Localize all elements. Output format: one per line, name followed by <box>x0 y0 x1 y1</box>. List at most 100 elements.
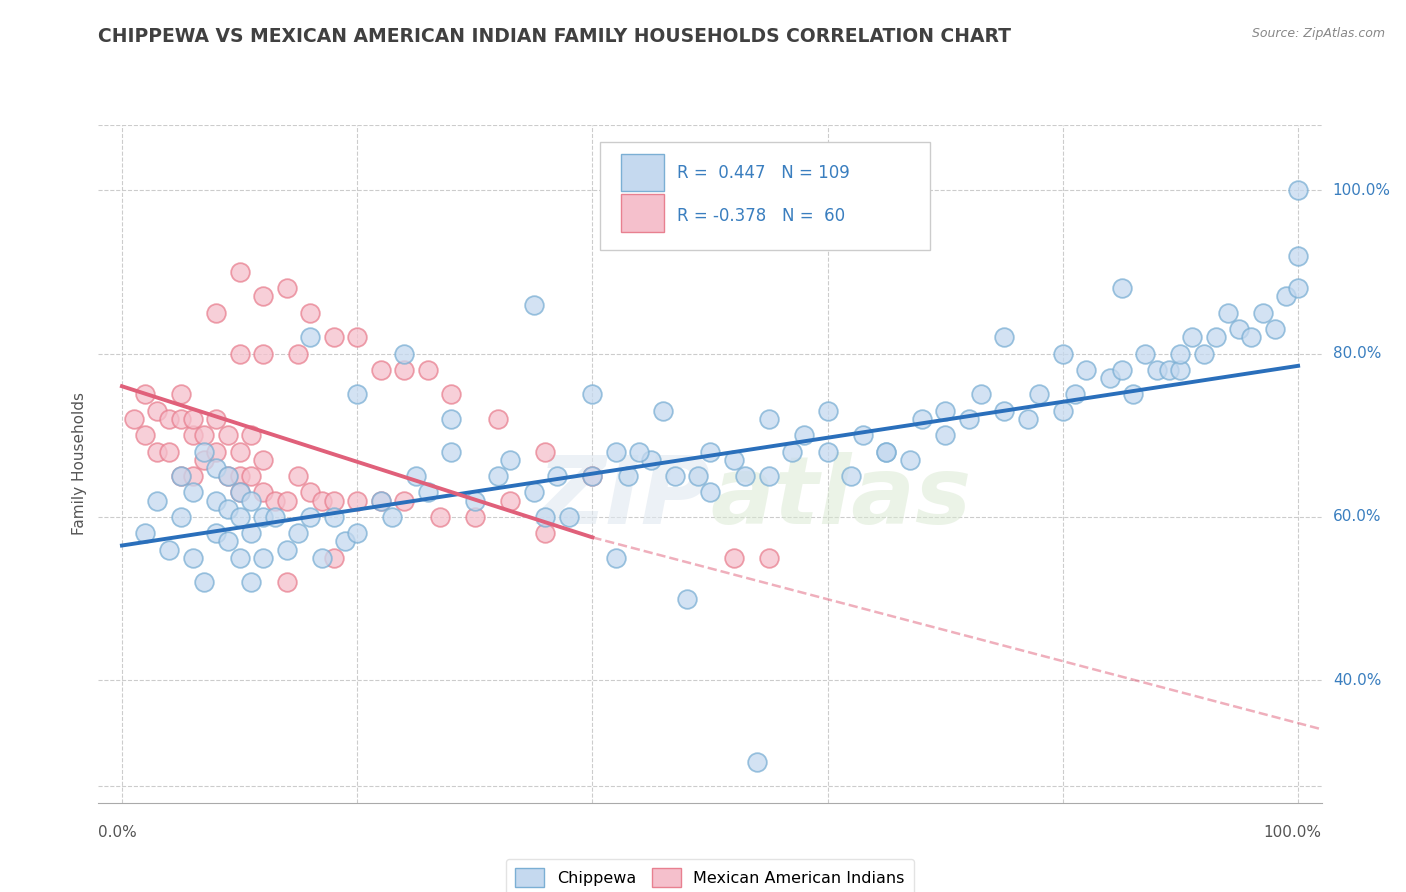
Point <box>170 387 193 401</box>
Point <box>1286 281 1309 295</box>
Point <box>734 469 756 483</box>
Point <box>181 485 204 500</box>
Point <box>957 412 980 426</box>
Point <box>993 330 1015 344</box>
Point <box>217 534 239 549</box>
Point <box>782 444 804 458</box>
Point <box>675 591 697 606</box>
Point <box>839 469 862 483</box>
Point <box>605 444 627 458</box>
Point <box>1028 387 1050 401</box>
Text: Source: ZipAtlas.com: Source: ZipAtlas.com <box>1251 27 1385 40</box>
Point <box>276 542 298 557</box>
Point <box>146 403 169 417</box>
Point <box>228 485 250 500</box>
Point <box>228 346 250 360</box>
Bar <box>620 153 664 191</box>
Point <box>581 469 603 483</box>
Point <box>723 452 745 467</box>
Point <box>217 469 239 483</box>
Text: R =  0.447   N = 109: R = 0.447 N = 109 <box>678 163 849 182</box>
Point <box>534 526 557 541</box>
Point <box>252 452 274 467</box>
Point <box>523 297 546 311</box>
Text: 60.0%: 60.0% <box>1333 509 1381 524</box>
Point <box>205 526 228 541</box>
Point <box>240 493 263 508</box>
Point <box>146 493 169 508</box>
Point <box>157 412 180 426</box>
Point <box>440 387 463 401</box>
Point <box>1122 387 1144 401</box>
Point <box>699 485 721 500</box>
Point <box>146 444 169 458</box>
Point <box>1286 183 1309 197</box>
Text: ZIP: ZIP <box>537 451 710 544</box>
Point <box>299 306 322 320</box>
Point <box>723 550 745 565</box>
Point <box>1240 330 1263 344</box>
Point <box>287 469 309 483</box>
Point <box>1135 346 1157 360</box>
Y-axis label: Family Households: Family Households <box>72 392 87 535</box>
Point <box>581 469 603 483</box>
Point <box>252 346 274 360</box>
Point <box>205 493 228 508</box>
Point <box>546 469 568 483</box>
Point <box>392 346 415 360</box>
Point <box>392 493 415 508</box>
Point <box>252 550 274 565</box>
Point <box>228 485 250 500</box>
Point <box>217 469 239 483</box>
Point <box>523 485 546 500</box>
Text: 0.0%: 0.0% <box>98 825 138 840</box>
Point <box>346 330 368 344</box>
Point <box>193 428 215 442</box>
Point <box>228 550 250 565</box>
Point <box>217 428 239 442</box>
Point <box>205 412 228 426</box>
Point <box>934 428 956 442</box>
Text: R = -0.378   N =  60: R = -0.378 N = 60 <box>678 208 845 226</box>
Point <box>1264 322 1286 336</box>
Point <box>464 493 486 508</box>
Bar <box>620 194 664 232</box>
Point <box>287 526 309 541</box>
Point <box>405 469 427 483</box>
Text: 40.0%: 40.0% <box>1333 673 1381 688</box>
Point <box>370 363 392 377</box>
Point <box>346 387 368 401</box>
Point <box>429 510 451 524</box>
Point <box>205 444 228 458</box>
Point <box>758 469 780 483</box>
Point <box>1111 281 1133 295</box>
Point <box>745 755 768 769</box>
Point <box>817 444 839 458</box>
Text: 100.0%: 100.0% <box>1264 825 1322 840</box>
Point <box>581 387 603 401</box>
Point <box>1192 346 1215 360</box>
Point <box>1227 322 1250 336</box>
Point <box>875 444 897 458</box>
Point <box>287 346 309 360</box>
Point <box>416 485 439 500</box>
Point <box>240 575 263 590</box>
Point <box>205 461 228 475</box>
Point <box>664 469 686 483</box>
Point <box>181 428 204 442</box>
Point <box>240 469 263 483</box>
Point <box>1275 289 1298 303</box>
Point <box>1111 363 1133 377</box>
Point <box>170 469 193 483</box>
Point <box>134 428 156 442</box>
Point <box>486 469 509 483</box>
Point <box>699 444 721 458</box>
Point <box>193 452 215 467</box>
Point <box>440 412 463 426</box>
Point <box>688 469 710 483</box>
Point <box>392 363 415 377</box>
Point <box>335 534 357 549</box>
Point <box>1146 363 1168 377</box>
Point <box>1181 330 1204 344</box>
Point <box>217 501 239 516</box>
